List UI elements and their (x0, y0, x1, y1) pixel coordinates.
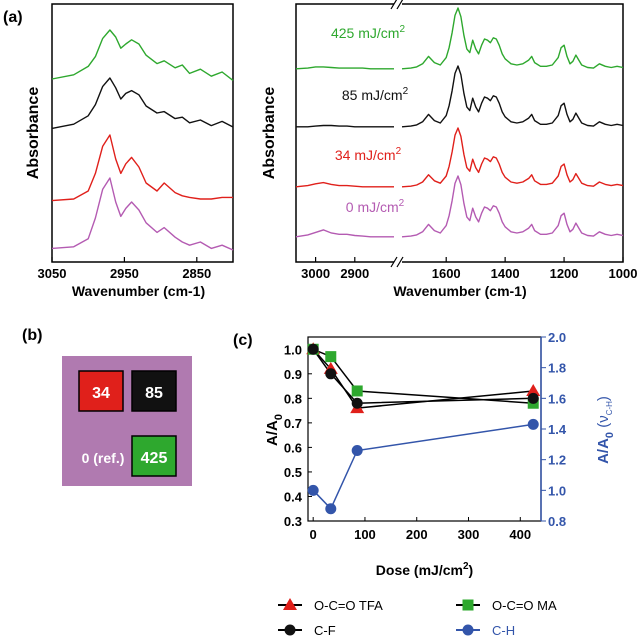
y2tick-label-c: 1.6 (548, 391, 566, 406)
xtick-label-c: 400 (509, 527, 531, 542)
data-point-C-F (351, 397, 363, 409)
data-point-C-H (527, 418, 539, 430)
ytick-label-c: 0.7 (284, 416, 302, 431)
legend-label: C-F (314, 623, 336, 638)
dose-label-green: 425 mJ/cm2 (331, 24, 405, 41)
sample-cell-label: 425 (141, 450, 168, 467)
xtick-label-c: 300 (458, 527, 480, 542)
ylabel-a-right: Absorbance (261, 87, 278, 180)
legend-marker (462, 624, 474, 636)
spectrum-right-high-green (295, 66, 394, 70)
sample-cell-85 (131, 370, 177, 412)
xtick-label-c: 100 (354, 527, 376, 542)
ytick-label-c: 0.3 (284, 514, 302, 529)
xlabel-a-right: Wavenumber (cm-1) (393, 283, 526, 299)
y2tick-label-c: 1.2 (548, 453, 566, 468)
xtick-label-a-right: 1000 (609, 266, 638, 281)
legend-marker (284, 624, 296, 636)
xtick-label-a-left: 2850 (182, 266, 211, 281)
sample-cell-label: 0 (ref.) (82, 450, 125, 466)
xtick-label-a-right: 1400 (491, 266, 520, 281)
sample-cell-label: 85 (145, 385, 163, 402)
plot-a-right-frame (295, 3, 624, 263)
xtick-label-a-right: 2900 (340, 266, 369, 281)
axis-break-bottom-gap (394, 259, 402, 265)
spectrum-right-high-red (295, 181, 394, 188)
xtick-label-c: 0 (310, 527, 317, 542)
series-line-C-F (312, 348, 534, 404)
sample-cell-34 (78, 370, 124, 412)
data-point-C-F (307, 343, 319, 355)
data-point-O-C=O MA (351, 385, 363, 397)
data-point-O-C=O TFA (526, 383, 541, 396)
ylabel-c: A/A0 (264, 414, 285, 446)
y2tick-label-c: 0.8 (548, 514, 566, 529)
y2label-c: A/A0 (νC-H) (595, 396, 616, 464)
data-point-O-C=O MA (325, 351, 337, 363)
ytick-label-c: 0.4 (284, 489, 303, 504)
ytick-label-c: 0.8 (284, 391, 302, 406)
panel-label-a: (a) (3, 9, 23, 26)
panel-label-c: (c) (233, 332, 253, 349)
data-point-C-F (325, 368, 337, 380)
spectrum-right-low-green (401, 7, 624, 70)
legend-label: O-C=O TFA (314, 598, 383, 613)
spectrum-right-low-red (401, 127, 624, 188)
data-point-C-H (325, 503, 337, 515)
dose-label-black: 85 mJ/cm2 (342, 86, 409, 103)
sample-cell-425 (131, 435, 177, 477)
spectrum-right-low-black (401, 65, 624, 128)
spectrum-left-purple (51, 177, 234, 251)
xtick-label-a-left: 3050 (38, 266, 67, 281)
spectrum-right-low-purple (401, 175, 624, 238)
ytick-label-c: 0.5 (284, 465, 302, 480)
sample-cell-label: 34 (92, 385, 110, 402)
spectrum-right-high-black (296, 124, 394, 128)
xlabel-a-left: Wavenumber (cm-1) (72, 283, 205, 299)
xtick-label-a-right: 1600 (432, 266, 461, 281)
spectrum-left-red (51, 134, 233, 202)
y2tick-label-c: 1.4 (548, 422, 567, 437)
y2tick-label-c: 2.0 (548, 330, 566, 345)
xlabel-c: Dose (mJ/cm2) (376, 561, 473, 578)
legend-label: O-C=O MA (492, 598, 557, 613)
y2tick-label-c: 1.0 (548, 483, 566, 498)
xtick-label-a-left: 2950 (110, 266, 139, 281)
xtick-label-c: 200 (406, 527, 428, 542)
spectrum-left-black (51, 77, 234, 130)
axis-break-top-gap (394, 1, 402, 7)
panel-label-b: (b) (22, 327, 42, 344)
legend-label: C-H (492, 623, 515, 638)
ytick-label-c: 1.0 (284, 342, 302, 357)
plot-a-left-frame (51, 3, 234, 263)
data-point-C-H (307, 484, 319, 496)
series-line-O-C=O MA (312, 348, 534, 404)
ylabel-a-left: Absorbance (25, 87, 42, 180)
data-point-C-H (351, 444, 363, 456)
legend-marker (462, 599, 474, 611)
spectrum-right-high-purple (295, 229, 394, 238)
legend-marker (283, 598, 297, 610)
dose-label-purple: 0 mJ/cm2 (346, 198, 405, 215)
y2tick-label-c: 1.8 (548, 361, 566, 376)
xtick-label-a-right: 3000 (301, 266, 330, 281)
spectrum-left-green (51, 29, 234, 81)
xtick-label-a-right: 1200 (550, 266, 579, 281)
ytick-label-c: 0.9 (284, 367, 302, 382)
series-line-C-H (312, 423, 534, 511)
axis-break-bottom (390, 256, 404, 268)
data-point-C-F (527, 392, 539, 404)
ytick-label-c: 0.6 (284, 440, 302, 455)
dose-label-red: 34 mJ/cm2 (335, 146, 402, 163)
axis-break-top (390, 0, 404, 10)
